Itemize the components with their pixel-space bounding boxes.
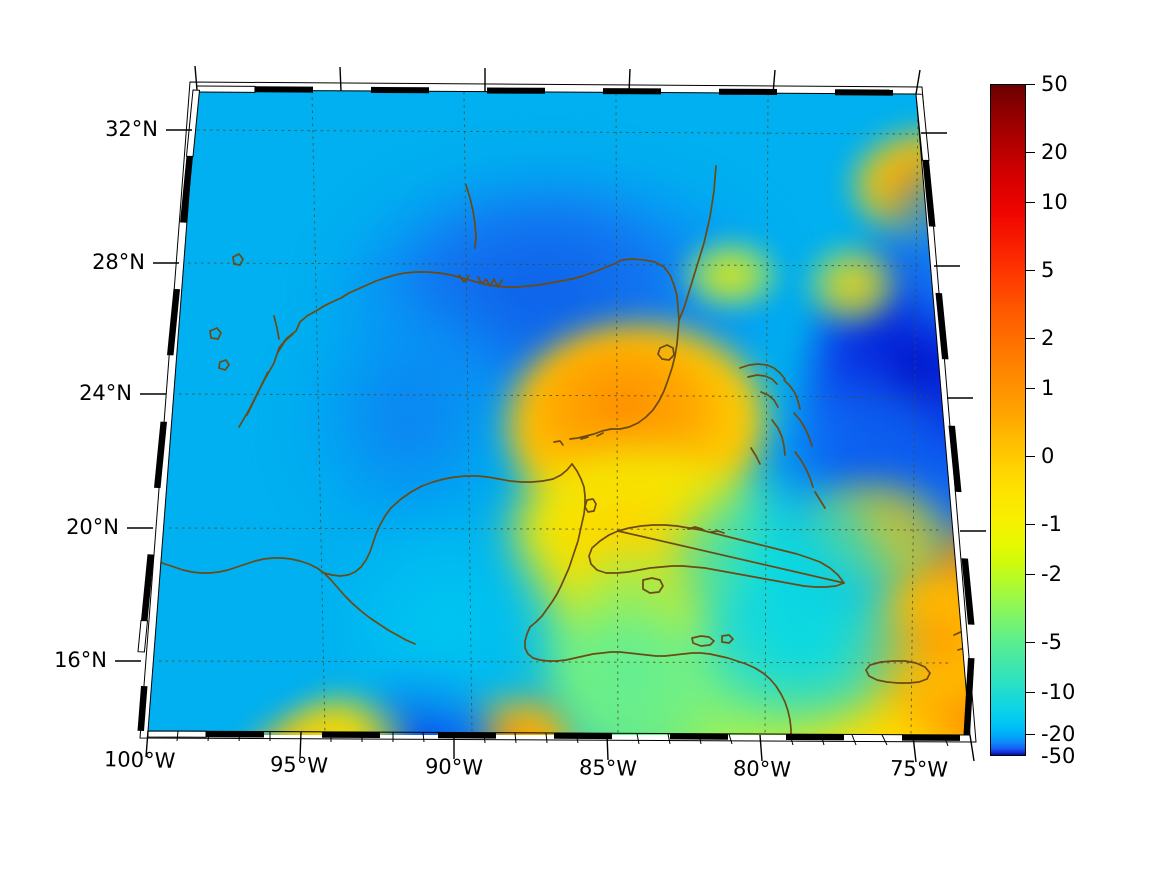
lon-label-90w: 90°W: [424, 754, 484, 780]
cblabel-20: 20: [1041, 140, 1068, 164]
cbtick-neg10: [1026, 692, 1035, 693]
colorbar[interactable]: 50 20 10 5 2 1 0 -1 -2 -5 -10 -20 -50: [990, 72, 1075, 768]
cbtick-neg5: [1026, 642, 1035, 643]
lon-label-95w: 95°W: [269, 752, 329, 778]
anomaly-field: [148, 90, 970, 735]
cblabel-neg1: -1: [1041, 512, 1062, 536]
lon-label-85w: 85°W: [578, 755, 638, 781]
cbtick-5: [1026, 270, 1035, 271]
cbtick-1: [1026, 388, 1035, 389]
lat-label-20n: 20°N: [66, 515, 119, 539]
cbtick-50: [1026, 84, 1035, 85]
lat-label-24n: 24°N: [79, 381, 132, 405]
cblabel-2: 2: [1041, 326, 1055, 350]
cblabel-5: 5: [1041, 258, 1055, 282]
cbtick-10: [1026, 202, 1035, 203]
map-axes[interactable]: [148, 80, 978, 745]
cblabel-neg2: -2: [1041, 562, 1062, 586]
cblabel-neg5: -5: [1041, 630, 1062, 654]
lon-label-80w: 80°W: [732, 756, 792, 782]
cbtick-2: [1026, 338, 1035, 339]
colorbar-ticks: 50 20 10 5 2 1 0 -1 -2 -5 -10 -20 -50: [990, 72, 1110, 768]
cblabel-neg50: -50: [1041, 744, 1076, 768]
cblabel-0: 0: [1041, 444, 1055, 468]
blob-texas-coast-cool: [298, 300, 518, 540]
cbtick-20: [1026, 152, 1035, 153]
lon-label-75w: 75°W: [889, 756, 949, 782]
lat-label-28n: 28°N: [92, 250, 145, 274]
cblabel-50: 50: [1041, 72, 1068, 96]
cblabel-10: 10: [1041, 190, 1068, 214]
blob-ne-green: [928, 105, 970, 325]
blob-gulfstream-core: [953, 260, 970, 520]
blob-east-florida-warm: [808, 245, 898, 325]
cblabel-1: 1: [1041, 376, 1055, 400]
cblabel-neg20: -20: [1041, 722, 1076, 746]
lat-label-16n: 16°N: [54, 648, 107, 672]
cbtick-neg2: [1026, 574, 1035, 575]
lat-label-32n: 32°N: [105, 117, 158, 141]
blob-cyan-caribbean-nw: [708, 570, 908, 720]
blob-cyan-sw-gulf: [333, 520, 563, 730]
cblabel-neg10: -10: [1041, 680, 1076, 704]
cbtick-0: [1026, 456, 1035, 457]
lon-label-100w: 100°W: [103, 747, 176, 773]
colorbar-gradient: [990, 84, 1026, 756]
map-data-clip: [148, 90, 970, 735]
blob-loop-eddy-core: [548, 350, 698, 460]
blob-nw-florida-warm: [683, 240, 778, 310]
cbtick-neg1: [1026, 524, 1035, 525]
cbtick-neg20: [1026, 734, 1035, 735]
